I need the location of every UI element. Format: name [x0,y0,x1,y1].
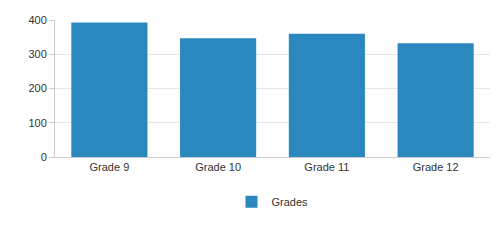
svg-text:Grade 9: Grade 9 [90,161,130,173]
svg-text:100: 100 [28,117,46,129]
svg-text:Grade 12: Grade 12 [413,161,459,173]
svg-text:300: 300 [28,48,46,60]
svg-text:400: 400 [28,14,46,26]
svg-text:Grades: Grades [272,196,309,208]
svg-text:200: 200 [28,82,46,94]
svg-text:Grade 10: Grade 10 [195,161,241,173]
svg-text:Grade 11: Grade 11 [304,161,349,173]
svg-text:0: 0 [41,151,47,163]
